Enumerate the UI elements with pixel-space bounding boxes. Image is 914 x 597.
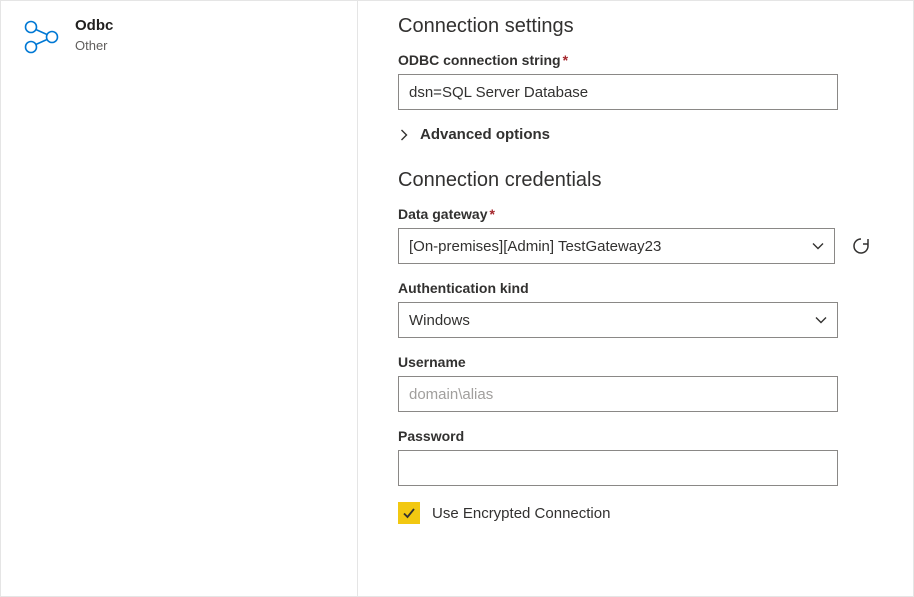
- connector-subtitle: Other: [75, 38, 113, 54]
- gateway-field: Data gateway* [On-premises][Admin] TestG…: [398, 206, 873, 264]
- password-label: Password: [398, 428, 873, 444]
- left-pane: Odbc Other: [1, 1, 358, 596]
- username-input[interactable]: [398, 376, 838, 412]
- encrypted-checkbox[interactable]: [398, 502, 420, 524]
- credentials-heading: Connection credentials: [398, 169, 873, 192]
- gateway-label-text: Data gateway: [398, 206, 487, 222]
- gateway-select[interactable]: [On-premises][Admin] TestGateway23: [398, 228, 835, 264]
- conn-string-label: ODBC connection string*: [398, 52, 873, 68]
- encrypted-checkbox-label: Use Encrypted Connection: [432, 505, 610, 522]
- conn-string-input[interactable]: [398, 74, 838, 110]
- chevron-down-icon: [815, 314, 827, 326]
- authkind-field: Authentication kind Windows: [398, 280, 873, 338]
- connector-text: Odbc Other: [75, 17, 113, 580]
- right-pane: Connection settings ODBC connection stri…: [358, 1, 913, 596]
- password-field: Password: [398, 428, 873, 486]
- encrypted-checkbox-row: Use Encrypted Connection: [398, 502, 873, 524]
- conn-string-field: ODBC connection string*: [398, 52, 873, 110]
- chevron-down-icon: [812, 240, 824, 252]
- required-asterisk: *: [489, 206, 494, 222]
- advanced-options-toggle[interactable]: Advanced options: [398, 126, 873, 143]
- dialog-root: Odbc Other Connection settings ODBC conn…: [0, 0, 914, 597]
- connector-title: Odbc: [75, 17, 113, 36]
- chevron-right-icon: [398, 129, 410, 141]
- gateway-refresh-button[interactable]: [849, 234, 873, 258]
- required-asterisk: *: [563, 52, 568, 68]
- authkind-label: Authentication kind: [398, 280, 873, 296]
- checkmark-icon: [402, 506, 416, 520]
- username-field: Username: [398, 354, 873, 412]
- conn-string-label-text: ODBC connection string: [398, 52, 561, 68]
- username-label: Username: [398, 354, 873, 370]
- refresh-icon: [851, 236, 871, 256]
- gateway-select-value: [On-premises][Admin] TestGateway23: [409, 238, 661, 255]
- password-input[interactable]: [398, 450, 838, 486]
- gateway-label: Data gateway*: [398, 206, 873, 222]
- settings-heading: Connection settings: [398, 15, 873, 38]
- odbc-icon: [21, 17, 61, 580]
- authkind-select-value: Windows: [409, 312, 470, 329]
- authkind-select[interactable]: Windows: [398, 302, 838, 338]
- advanced-options-label: Advanced options: [420, 126, 550, 143]
